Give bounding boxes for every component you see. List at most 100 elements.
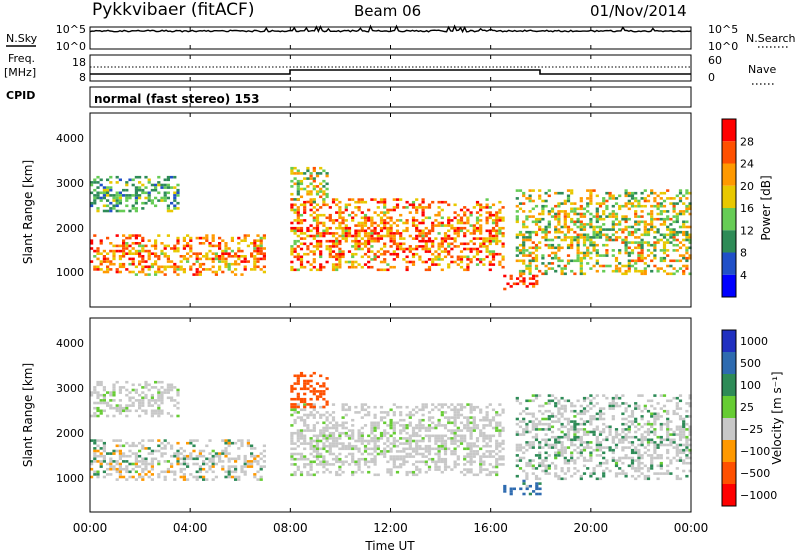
heatmap-cell bbox=[557, 191, 561, 195]
heatmap-cell bbox=[643, 223, 647, 226]
heatmap-cell bbox=[386, 268, 390, 272]
heatmap-cell bbox=[456, 413, 460, 417]
heatmap-cell bbox=[472, 416, 476, 419]
heatmap-cell bbox=[643, 256, 647, 260]
heatmap-cell bbox=[427, 247, 432, 251]
heatmap-cell bbox=[134, 452, 138, 455]
heatmap-cell bbox=[243, 460, 247, 463]
heatmap-cell bbox=[669, 433, 673, 436]
heatmap-cell bbox=[325, 229, 329, 233]
heatmap-cell bbox=[501, 429, 505, 432]
heatmap-cell bbox=[351, 460, 355, 464]
heatmap-cell bbox=[482, 437, 486, 440]
heatmap-cell bbox=[134, 457, 138, 461]
heatmap-cell bbox=[640, 251, 644, 255]
heatmap-cell bbox=[299, 470, 304, 474]
heatmap-cell bbox=[157, 181, 161, 184]
heatmap-cell bbox=[93, 414, 97, 418]
heatmap-cell bbox=[634, 407, 638, 410]
heatmap-cell bbox=[315, 190, 320, 193]
heatmap-cell bbox=[666, 272, 670, 276]
heatmap-cell bbox=[640, 272, 644, 276]
heatmap-cell bbox=[662, 269, 667, 273]
heatmap-cell bbox=[589, 407, 593, 410]
heatmap-cell bbox=[688, 451, 692, 455]
heatmap-cell bbox=[160, 252, 164, 255]
heatmap-cell bbox=[338, 250, 342, 253]
heatmap-cell bbox=[579, 404, 583, 408]
heatmap-cell bbox=[202, 255, 206, 258]
heatmap-cell bbox=[331, 452, 336, 456]
heatmap-cell bbox=[586, 223, 590, 226]
heatmap-cell bbox=[624, 435, 628, 439]
heatmap-cell bbox=[582, 399, 587, 403]
heatmap-cell bbox=[440, 237, 444, 240]
heatmap-cell bbox=[656, 477, 660, 481]
heatmap-cell bbox=[395, 470, 400, 474]
heatmap-cell bbox=[669, 217, 673, 221]
heatmap-cell bbox=[611, 415, 615, 418]
heatmap-cell bbox=[472, 247, 476, 251]
heatmap-cell bbox=[650, 189, 654, 192]
heatmap-cell bbox=[309, 182, 313, 186]
heatmap-cell bbox=[656, 443, 660, 447]
heatmap-cell bbox=[586, 238, 590, 242]
heatmap-cell bbox=[141, 447, 145, 450]
heatmap-cell bbox=[335, 219, 339, 222]
heatmap-cell bbox=[544, 402, 548, 405]
heatmap-cell bbox=[550, 215, 555, 218]
heatmap-cell bbox=[303, 434, 307, 438]
heatmap-cell bbox=[322, 442, 326, 445]
heatmap-cell bbox=[363, 219, 368, 222]
heatmap-cell bbox=[560, 441, 564, 444]
noise-left-tick-top: 10^5 bbox=[56, 23, 86, 36]
heatmap-cell bbox=[541, 204, 545, 208]
heatmap-cell bbox=[479, 465, 483, 469]
heatmap-cell bbox=[315, 447, 320, 451]
heatmap-cell bbox=[550, 435, 555, 439]
heatmap-cell bbox=[331, 439, 336, 443]
heatmap-cell bbox=[347, 198, 352, 201]
heatmap-cell bbox=[602, 217, 606, 221]
heatmap-cell bbox=[469, 416, 473, 419]
heatmap-cell bbox=[453, 260, 457, 264]
heatmap-cell bbox=[501, 442, 505, 445]
heatmap-cell bbox=[611, 459, 615, 462]
heatmap-cell bbox=[325, 418, 329, 422]
heatmap-cell bbox=[522, 254, 526, 257]
heatmap-cell bbox=[475, 444, 480, 448]
heatmap-cell bbox=[685, 197, 689, 200]
heatmap-cell bbox=[579, 251, 583, 255]
heatmap-cell bbox=[125, 181, 129, 184]
heatmap-cell bbox=[541, 256, 545, 260]
heatmap-cell bbox=[93, 401, 97, 405]
heatmap-cell bbox=[482, 439, 486, 443]
heatmap-cell bbox=[138, 270, 142, 274]
heatmap-cell bbox=[96, 439, 100, 442]
heatmap-cell bbox=[554, 474, 558, 478]
heatmap-cell bbox=[293, 470, 297, 474]
heatmap-cell bbox=[643, 204, 647, 208]
heatmap-cell bbox=[224, 244, 228, 248]
heatmap-cell bbox=[566, 243, 571, 247]
heatmap-cell bbox=[566, 469, 571, 473]
heatmap-cell bbox=[354, 439, 358, 443]
heatmap-cell bbox=[405, 447, 409, 451]
heatmap-cell bbox=[566, 230, 571, 234]
heatmap-cell bbox=[573, 259, 577, 263]
heatmap-cell bbox=[424, 463, 428, 466]
heatmap-cell bbox=[198, 454, 202, 458]
heatmap-cell bbox=[112, 252, 116, 255]
heatmap-cell bbox=[395, 421, 400, 425]
heatmap-cell bbox=[672, 220, 676, 224]
heatmap-cell bbox=[459, 221, 464, 225]
heatmap-cell bbox=[341, 463, 345, 466]
heatmap-cell bbox=[595, 412, 599, 416]
heatmap-cell bbox=[592, 230, 596, 234]
heatmap-cell bbox=[138, 175, 142, 179]
heatmap-cell bbox=[518, 448, 523, 452]
heatmap-cell bbox=[643, 474, 647, 478]
heatmap-cell bbox=[379, 437, 384, 440]
heatmap-cell bbox=[637, 220, 641, 224]
heatmap-cell bbox=[475, 263, 480, 266]
